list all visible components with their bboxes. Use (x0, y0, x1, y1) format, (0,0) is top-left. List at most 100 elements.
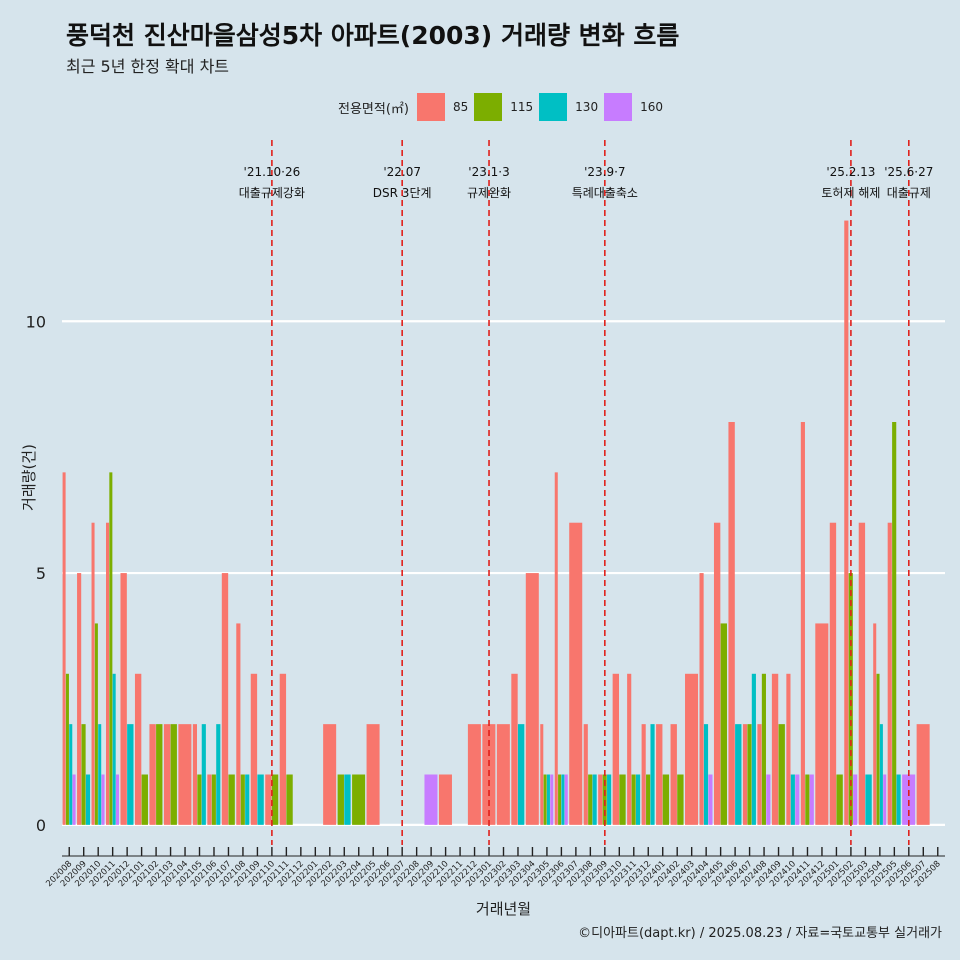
bar-160-202306 (564, 774, 568, 825)
bar-115-202408 (761, 673, 766, 825)
bar-130-202308 (592, 774, 597, 825)
bar-85-202409 (771, 673, 779, 825)
bar-130-202406 (735, 724, 742, 825)
bar-115-202008 (65, 673, 69, 825)
bar-85-202011 (106, 522, 110, 825)
bar-115-202111 (286, 774, 293, 825)
y-tick-label: 10 (26, 312, 46, 331)
bar-130-202009 (85, 774, 91, 825)
bar-115-202411 (805, 774, 810, 825)
bar-85-202507 (916, 724, 930, 825)
y-axis-title: 거래량(건) (20, 444, 38, 511)
bar-115-202107 (228, 774, 235, 825)
bar-160-202411 (809, 774, 814, 825)
bar-115-202204 (352, 774, 366, 825)
y-tick-label: 0 (36, 816, 46, 835)
bar-115-202110 (271, 774, 279, 825)
bar-85-202407 (742, 724, 748, 825)
event-date-label: '22.07 (383, 165, 421, 179)
bar-85-202304 (525, 573, 539, 825)
bar-130-202404 (703, 724, 709, 825)
bar-85-202202 (323, 724, 337, 825)
bar-160-202410 (795, 774, 800, 825)
event-label: 규제완화 (467, 186, 511, 200)
event-date-label: '23.9·7 (584, 165, 625, 179)
bar-85-202212 (467, 724, 481, 825)
bar-85-202110 (265, 774, 272, 825)
bar-85-202402 (670, 724, 677, 825)
bar-115-202103 (170, 724, 177, 825)
bar-115-202312 (646, 774, 651, 825)
bar-130-202012 (127, 724, 134, 825)
legend: 전용면적(㎡) 85 115 130 160 (338, 92, 669, 122)
bar-85-202012 (120, 573, 127, 825)
bar-85-202302 (496, 724, 510, 825)
bar-130-202105 (201, 724, 206, 825)
bar-85-202503 (858, 522, 866, 825)
bar-160-202404 (708, 774, 713, 825)
bar-85-202008 (62, 472, 66, 825)
bar-85-202106 (207, 774, 212, 825)
bar-85-202010 (91, 522, 95, 825)
bar-130-202203 (344, 774, 351, 825)
bar-115-202306 (558, 774, 562, 825)
bar-130-202106 (216, 724, 221, 825)
axes: 0510202008202009202010202011202012202101… (20, 312, 945, 918)
bar-85-202406 (728, 422, 735, 825)
bar-130-202008 (69, 724, 73, 825)
event-label: 대출규제강화 (239, 186, 305, 200)
bar-85-202411 (800, 422, 805, 825)
bar-85-202009 (77, 573, 82, 825)
bar-130-202504 (879, 724, 883, 825)
bar-115-202407 (747, 724, 752, 825)
event-label: 토허제 해제 (821, 186, 880, 200)
bar-85-202210 (438, 774, 452, 825)
bar-85-202408 (757, 724, 762, 825)
bar-85-202501 (829, 522, 837, 825)
bar-85-202103 (163, 724, 171, 825)
bar-160-202408 (766, 774, 771, 825)
bar-130-202109 (257, 774, 264, 825)
chart-subtitle: 최근 5년 한정 확대 차트 (66, 57, 230, 76)
event-lines: '21.10·26 대출규제강화 '22.07 DSR 3단계 '23.1·3 규제완화 '… (239, 140, 933, 845)
bar-130-202306 (561, 774, 565, 825)
bar-115-202311 (631, 774, 636, 825)
bar-85-202308 (583, 724, 588, 825)
bar-115-202305 (543, 774, 547, 825)
bar-130-202011 (112, 673, 116, 825)
bar-130-202407 (751, 673, 756, 825)
bar-85-202502 (844, 220, 849, 825)
bar-85-202309 (598, 774, 603, 825)
bar-115-202105 (197, 774, 202, 825)
bar-115-202309 (602, 774, 607, 825)
legend-item-130: 130 (539, 93, 598, 121)
bar-85-202307 (569, 522, 583, 825)
event-date-label: '25.2.13 (826, 165, 875, 179)
bar-115-202010 (94, 623, 98, 825)
bar-85-202205 (366, 724, 380, 825)
bar-115-202501 (836, 774, 843, 825)
bar-115-202106 (211, 774, 216, 825)
bar-115-202108 (240, 774, 245, 825)
y-tick-label: 5 (36, 564, 46, 583)
bar-115-202203 (337, 774, 344, 825)
bar-130-202010 (98, 724, 102, 825)
bar-115-202405 (720, 623, 727, 825)
bar-85-202109 (250, 673, 258, 825)
bar-130-202303 (517, 724, 525, 825)
bar-85-202108 (236, 623, 241, 825)
bar-115-202310 (619, 774, 626, 825)
legend-swatch-115 (474, 93, 503, 121)
bar-115-202402 (677, 774, 684, 825)
event-date-label: '21.10·26 (244, 165, 301, 179)
event-label: 특례대출축소 (572, 186, 638, 200)
bar-85-202310 (612, 673, 620, 825)
bar-85-202101 (134, 673, 142, 825)
bar-85-202404 (699, 573, 704, 825)
bar-85-202105 (192, 724, 197, 825)
bar-115-202009 (81, 724, 86, 825)
legend-label-115: 115 (510, 100, 534, 114)
event-date-label: '23.1·3 (468, 165, 509, 179)
bar-85-202111 (279, 673, 287, 825)
